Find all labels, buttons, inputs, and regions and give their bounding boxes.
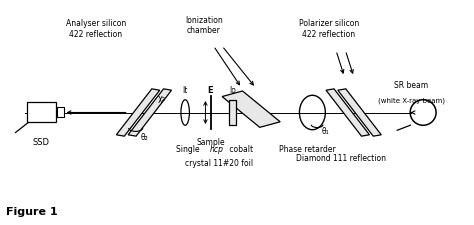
Polygon shape	[116, 89, 160, 136]
Text: Sample: Sample	[197, 138, 226, 147]
Text: Polarizer silicon
422 reflection: Polarizer silicon 422 reflection	[299, 19, 359, 38]
Polygon shape	[338, 89, 381, 136]
Text: χ₂: χ₂	[157, 94, 165, 103]
Text: Analyser silicon
422 reflection: Analyser silicon 422 reflection	[65, 19, 126, 38]
Text: θ₁: θ₁	[322, 127, 329, 136]
Bar	[57, 108, 64, 117]
Polygon shape	[222, 91, 280, 127]
Text: It: It	[182, 86, 188, 95]
Text: Single: Single	[176, 145, 202, 154]
Bar	[228, 100, 236, 125]
Polygon shape	[128, 89, 172, 136]
Text: hcp: hcp	[210, 145, 224, 154]
Text: Ionization
chamber: Ionization chamber	[185, 16, 223, 35]
Text: Diamond 111 reflection: Diamond 111 reflection	[296, 154, 386, 163]
Text: Phase retarder: Phase retarder	[279, 145, 336, 154]
Bar	[27, 103, 55, 122]
Polygon shape	[326, 89, 369, 136]
Text: Figure 1: Figure 1	[6, 207, 58, 217]
Text: cobalt: cobalt	[227, 145, 253, 154]
Text: SSD: SSD	[33, 138, 50, 147]
Text: SR beam: SR beam	[394, 81, 428, 90]
Text: (white X-ray beam): (white X-ray beam)	[378, 97, 445, 104]
Text: θ₂: θ₂	[140, 133, 148, 142]
Text: Io: Io	[229, 86, 236, 95]
Text: crystal 11#20 foil: crystal 11#20 foil	[185, 159, 253, 168]
Text: E: E	[207, 86, 213, 95]
